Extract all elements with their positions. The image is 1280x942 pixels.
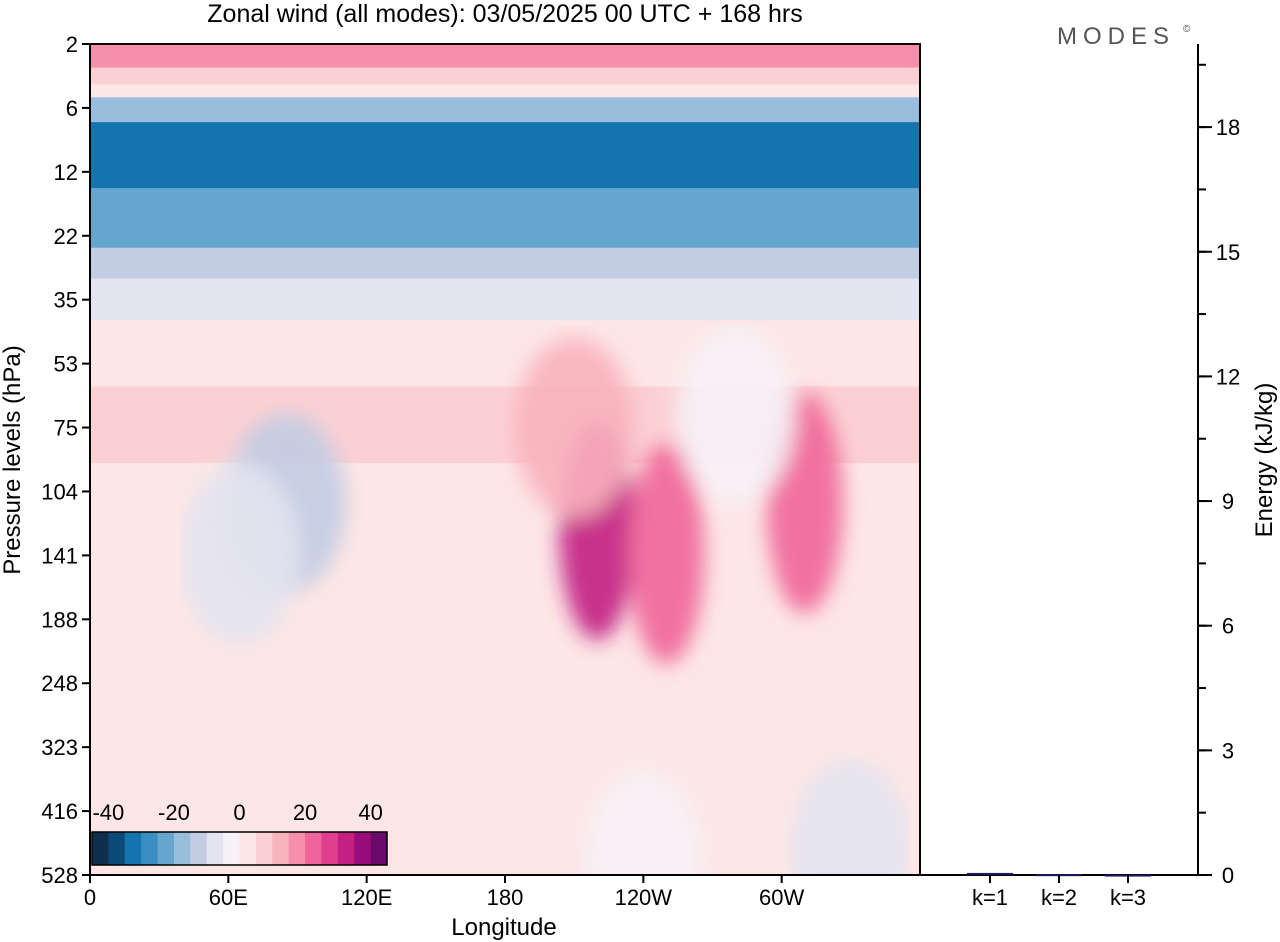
energy-tick-label: 9	[1222, 489, 1234, 514]
field-band	[90, 155, 920, 190]
energy-bar	[967, 872, 1013, 875]
energy-axis-label: Energy (kJ/kg)	[1251, 383, 1278, 538]
pressure-tick-label: 248	[41, 671, 78, 696]
energy-tick-label: 12	[1216, 364, 1240, 389]
field-band	[90, 188, 920, 216]
field-feature	[790, 759, 911, 875]
field-band	[90, 97, 920, 124]
longitude-tick-label: 120E	[341, 885, 392, 910]
colorbar-swatch	[288, 832, 306, 865]
colorbar-frame	[91, 831, 388, 866]
colorbar-swatch	[305, 832, 322, 865]
energy-ticks: 0 3 6 9 12 15 18	[1198, 63, 1240, 888]
pressure-tick-label: 416	[41, 799, 78, 824]
longitude-tick-label: 60E	[209, 885, 248, 910]
pressure-tick-label: 141	[41, 543, 78, 568]
colorbar-tick-label: -20	[158, 800, 190, 825]
energy-tick-label: 0	[1222, 863, 1234, 888]
field-band	[90, 67, 920, 86]
pressure-tick-label: 12	[54, 160, 78, 185]
pressure-tick-label: 22	[54, 224, 78, 249]
chart-title: Zonal wind (all modes): 03/05/2025 00 UT…	[207, 0, 802, 28]
colorbar-swatch	[124, 832, 142, 865]
field-feature	[675, 324, 796, 505]
energy-panel: 0 3 6 9 12 15 18 k=1 k=2 k=3	[920, 44, 1240, 910]
pressure-tick-label: 53	[54, 352, 78, 377]
energy-tick-label: 18	[1216, 115, 1240, 140]
longitude-axis: 0 60E 120E 180 120W 60W	[84, 875, 805, 910]
colorbar-swatch	[157, 832, 175, 865]
colorbar-tick-label: 40	[358, 800, 382, 825]
colorbar-legend: -40 -20 0 20 40	[91, 800, 388, 866]
colorbar-swatch	[206, 832, 224, 865]
pressure-tick-label: 2	[66, 32, 78, 57]
pressure-tick-label: 6	[66, 96, 78, 121]
field-feature	[514, 337, 635, 518]
field-features	[179, 324, 911, 875]
colorbar-tick-label: -40	[92, 800, 124, 825]
colorbar-swatch	[239, 832, 257, 865]
modes-logo-text: MODES	[1057, 23, 1175, 50]
pressure-tick-label: 35	[54, 288, 78, 313]
pressure-tick-label: 323	[41, 735, 78, 760]
longitude-tick-label: 60W	[759, 885, 804, 910]
pressure-tick-label: 188	[41, 607, 78, 632]
pressure-tick-label: 104	[41, 479, 78, 504]
energy-tick-label: 15	[1216, 240, 1240, 265]
field-feature	[583, 770, 704, 875]
field-feature	[179, 463, 300, 644]
field-bands	[90, 44, 920, 875]
y-axis-label: Pressure levels (hPa)	[0, 345, 26, 574]
colorbar-swatch	[272, 832, 290, 865]
field-band	[90, 320, 920, 388]
colorbar-swatch	[354, 832, 372, 865]
field-band	[90, 247, 920, 280]
colorbar-tick-label: 0	[233, 800, 245, 825]
field-feature	[628, 443, 705, 664]
energy-category-label: k=3	[1110, 885, 1146, 910]
colorbar-swatch	[223, 832, 240, 865]
colorbar-swatch	[370, 832, 388, 865]
colorbar-swatch	[108, 832, 126, 865]
pressure-tick-label: 528	[41, 863, 78, 888]
longitude-tick-label: 0	[84, 885, 96, 910]
colorbar-tick-label: 20	[293, 800, 317, 825]
pressure-tick-label: 75	[54, 416, 78, 441]
field-band	[90, 214, 920, 249]
colorbar-swatch	[141, 832, 159, 865]
energy-tick-label: 3	[1222, 738, 1234, 763]
energy-categories: k=1 k=2 k=3	[972, 875, 1146, 910]
modes-logo-mark: ©	[1183, 24, 1191, 35]
colorbar-swatch	[321, 832, 339, 865]
longitude-tick-label: 180	[487, 885, 524, 910]
zonal-wind-field	[90, 44, 920, 875]
longitude-tick-label: 120W	[615, 885, 673, 910]
energy-tick-label: 6	[1222, 614, 1234, 639]
colorbar-swatch	[92, 832, 109, 865]
colorbar-swatch	[255, 832, 273, 865]
colorbar-swatch	[337, 832, 355, 865]
field-band	[90, 84, 920, 99]
colorbar-swatch	[190, 832, 208, 865]
modes-logo: MODES ©	[1057, 23, 1191, 50]
energy-category-label: k=2	[1041, 885, 1077, 910]
field-band	[90, 44, 920, 69]
colorbar-swatch	[173, 832, 191, 865]
field-band	[90, 278, 920, 322]
x-axis-label: Longitude	[451, 914, 556, 941]
pressure-axis: 2 6 12 22 35 53 75 104 141 188 248 323 416 528	[41, 32, 90, 888]
field-band	[90, 122, 920, 157]
energy-category-label: k=1	[972, 885, 1008, 910]
